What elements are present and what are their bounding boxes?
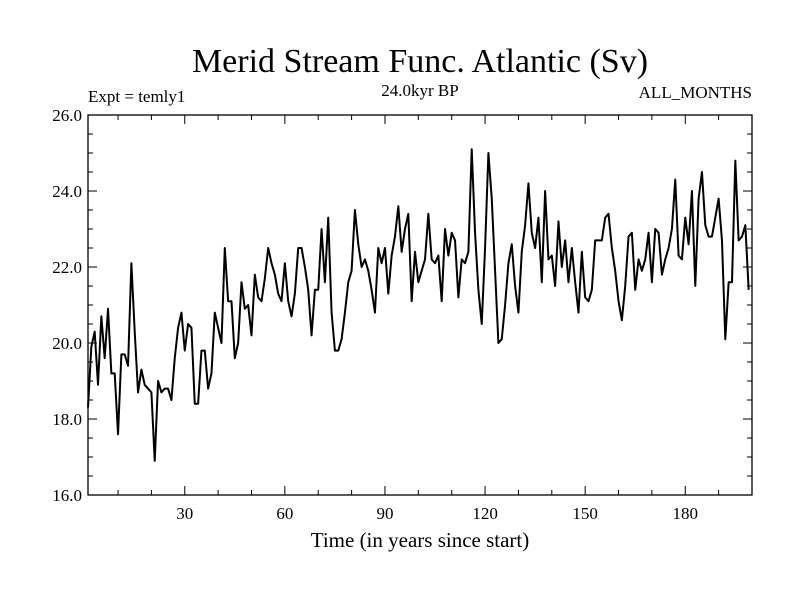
y-tick-label: 18.0: [52, 410, 82, 429]
x-tick-label: 60: [276, 504, 293, 523]
experiment-label: Expt = temly1: [88, 87, 185, 106]
series-layer: [87, 148, 750, 462]
axis-ticks: [88, 114, 753, 496]
x-tick-label: 150: [572, 504, 598, 523]
x-tick-label: 180: [673, 504, 699, 523]
plot-frame: [87, 114, 753, 496]
x-tick-label: 30: [176, 504, 193, 523]
x-axis-label: Time (in years since start): [311, 528, 530, 552]
series-line: [87, 148, 750, 462]
period-label: 24.0kyr BP: [381, 81, 458, 100]
x-tick-label: 120: [472, 504, 498, 523]
x-tick-labels: 30 60 90 120 150 180: [176, 504, 698, 523]
y-tick-label: 22.0: [52, 258, 82, 277]
y-tick-label: 16.0: [52, 486, 82, 505]
y-tick-label: 24.0: [52, 182, 82, 201]
y-tick-label: 20.0: [52, 334, 82, 353]
months-label: ALL_MONTHS: [639, 83, 752, 102]
y-tick-labels: 16.0 18.0 20.0 22.0 24.0 26.0: [52, 106, 82, 505]
y-tick-label: 26.0: [52, 106, 82, 125]
x-tick-label: 90: [376, 504, 393, 523]
chart-title: Merid Stream Func. Atlantic (Sv): [192, 43, 648, 80]
